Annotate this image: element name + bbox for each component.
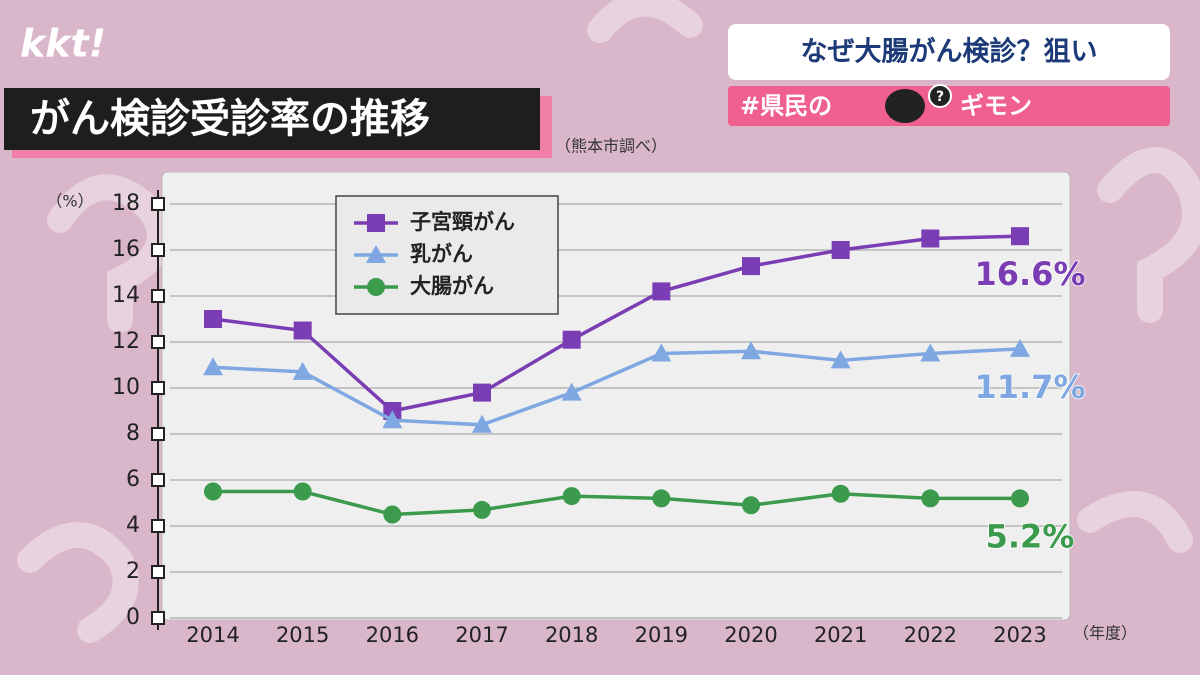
y-tick-label: 18 bbox=[112, 191, 140, 216]
data-point bbox=[741, 341, 761, 360]
data-point bbox=[204, 310, 222, 328]
data-point bbox=[652, 489, 671, 508]
y-tick-label: 2 bbox=[126, 559, 140, 584]
legend-marker bbox=[367, 278, 385, 296]
y-tick-label: 10 bbox=[112, 375, 140, 400]
tag-text: ギモン bbox=[960, 92, 1032, 120]
data-point bbox=[473, 500, 491, 519]
data-point bbox=[383, 505, 402, 524]
y-tick-label: 12 bbox=[112, 329, 140, 354]
data-point bbox=[921, 229, 940, 248]
headline-box bbox=[728, 24, 1170, 80]
y-tick-label: 16 bbox=[112, 237, 140, 262]
tag-icon bbox=[885, 89, 925, 123]
data-point bbox=[382, 410, 403, 429]
data-point bbox=[921, 489, 940, 508]
chart-subtitle: （熊本市調べ） bbox=[555, 137, 667, 156]
x-tick-label: 2023 bbox=[993, 623, 1046, 647]
data-point bbox=[204, 482, 222, 501]
chart-title: がん検診受診率の推移 bbox=[30, 96, 430, 142]
y-tick bbox=[151, 243, 165, 257]
y-tick bbox=[151, 427, 165, 441]
x-tick-label: 2020 bbox=[724, 623, 777, 647]
x-axis-label: （年度） bbox=[1073, 624, 1137, 643]
decor-qmark bbox=[17, 522, 139, 643]
data-point bbox=[831, 484, 850, 503]
y-tick-label: 0 bbox=[126, 605, 140, 630]
data-point bbox=[562, 330, 581, 349]
legend-marker bbox=[367, 214, 385, 232]
data-point bbox=[651, 343, 672, 362]
decor bbox=[17, 0, 1200, 643]
series-line bbox=[213, 489, 1020, 517]
tag-icon-bubble bbox=[928, 84, 952, 108]
y-tick-label: 8 bbox=[126, 421, 140, 446]
x-tick-label: 2014 bbox=[186, 623, 239, 647]
y-tick bbox=[151, 473, 165, 487]
tag-text: #県民の bbox=[740, 92, 832, 120]
y-tick bbox=[151, 197, 165, 211]
data-point bbox=[1010, 338, 1030, 357]
series-line bbox=[212, 234, 1021, 413]
y-tick-label: 4 bbox=[126, 513, 140, 538]
y-tick-label: 14 bbox=[112, 283, 140, 308]
x-tick-label: 2021 bbox=[814, 623, 867, 647]
legend-label: 乳がん bbox=[410, 242, 473, 266]
title-box bbox=[4, 88, 540, 150]
legend-label: 大腸がん bbox=[410, 274, 494, 298]
y-tick bbox=[151, 335, 165, 349]
data-point bbox=[472, 414, 492, 433]
y-tick bbox=[151, 519, 165, 533]
tag-icon-mark: ? bbox=[936, 89, 944, 105]
headline: なぜ大腸がん検診？狙い bbox=[801, 36, 1098, 68]
data-point bbox=[831, 241, 850, 259]
y-tick-label: 6 bbox=[126, 467, 140, 492]
data-point bbox=[203, 357, 223, 376]
y-axis-label: （%） bbox=[46, 192, 93, 211]
y-tick bbox=[151, 381, 165, 395]
data-point bbox=[561, 382, 582, 401]
legend-marker bbox=[366, 245, 386, 263]
x-tick-label: 2019 bbox=[635, 623, 688, 647]
y-tick bbox=[151, 289, 165, 303]
data-point bbox=[1011, 227, 1029, 246]
data-point bbox=[742, 257, 760, 276]
decor-qmark bbox=[47, 174, 173, 333]
series-line bbox=[212, 347, 1021, 427]
data-point bbox=[473, 383, 491, 402]
data-point bbox=[830, 350, 851, 369]
x-tick-label: 2022 bbox=[904, 623, 957, 647]
data-point bbox=[293, 321, 312, 340]
data-point bbox=[920, 343, 941, 362]
data-point bbox=[562, 487, 581, 506]
data-point bbox=[742, 496, 760, 515]
x-tick-label: 2015 bbox=[276, 623, 329, 647]
data-point bbox=[293, 482, 312, 501]
value-label: 5.2% bbox=[986, 517, 1075, 555]
data-point bbox=[652, 282, 671, 301]
x-tick-label: 2018 bbox=[545, 623, 598, 647]
data-point bbox=[292, 361, 313, 380]
value-label: 11.7% bbox=[974, 368, 1085, 406]
x-tick-label: 2017 bbox=[455, 623, 508, 647]
decor-qmark bbox=[587, 0, 703, 43]
logo: kkt! bbox=[20, 22, 106, 66]
decor-qmark bbox=[1077, 491, 1193, 553]
data-point bbox=[1011, 489, 1029, 508]
value-label: 16.6% bbox=[974, 255, 1085, 293]
x-tick-label: 2016 bbox=[366, 623, 419, 647]
tag-box bbox=[728, 86, 1170, 126]
y-tick bbox=[151, 611, 165, 625]
decor-qmark bbox=[1097, 147, 1200, 323]
legend-label: 子宮頸がん bbox=[410, 210, 515, 234]
y-tick bbox=[151, 565, 165, 579]
